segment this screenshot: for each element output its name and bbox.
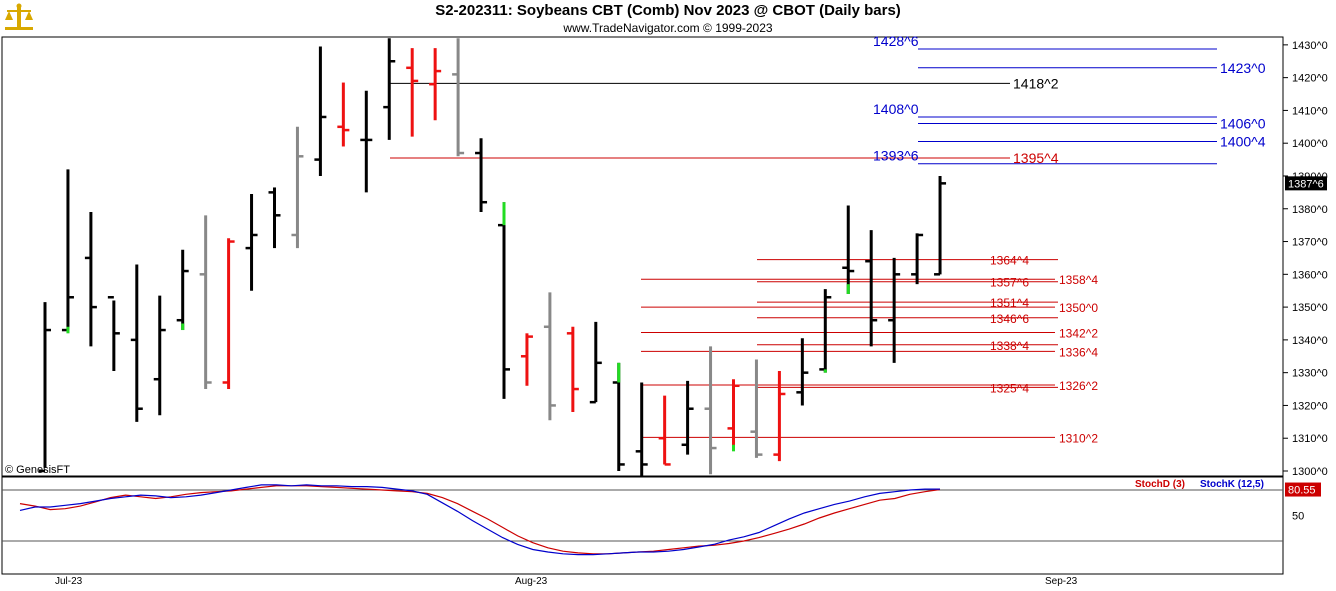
last-price-box: [1285, 176, 1327, 191]
level-label: 1423^0: [1220, 60, 1266, 76]
date-axis-label: Jul-23: [55, 576, 83, 587]
level-label: 1351^4: [990, 296, 1029, 310]
level-label: 1336^4: [1059, 345, 1098, 359]
level-label: 1326^2: [1059, 379, 1098, 393]
stoch-series-line: [19, 485, 941, 555]
stoch-legend-d: StochD (3): [1135, 479, 1185, 490]
price-tick-label: 1400^0: [1292, 138, 1328, 150]
stoch-last-box: [1285, 482, 1321, 497]
price-tick-label: 1320^0: [1292, 400, 1328, 412]
level-label: 1358^4: [1059, 273, 1098, 287]
level-label: 1346^6: [990, 312, 1029, 326]
price-tick-label: 1310^0: [1292, 433, 1328, 445]
chart-title: S2-202311: Soybeans CBT (Comb) Nov 2023 …: [435, 2, 901, 19]
level-label: 1393^6: [873, 148, 919, 164]
watermark-text: © GenesisFT: [5, 464, 70, 476]
date-axis-label: Sep-23: [1045, 576, 1078, 587]
price-tick-label: 1340^0: [1292, 335, 1328, 347]
price-tick-label: 1420^0: [1292, 73, 1328, 85]
stoch-last-label: 80.55: [1288, 485, 1316, 497]
price-tick-label: 1350^0: [1292, 302, 1328, 314]
level-label: 1406^0: [1220, 116, 1266, 132]
level-label: 1325^4: [990, 381, 1029, 395]
stoch-tick-label: 50: [1292, 511, 1304, 523]
price-tick-label: 1410^0: [1292, 105, 1328, 117]
price-tick-label: 1370^0: [1292, 237, 1328, 249]
level-label: 1400^4: [1220, 134, 1266, 150]
level-label: 1428^6: [873, 33, 919, 49]
level-label: 1408^0: [873, 101, 919, 117]
last-price-label: 1387^6: [1288, 178, 1324, 190]
stochastic-panel-frame: [1, 476, 1284, 575]
level-label: 1338^4: [990, 339, 1029, 353]
level-label: 1357^6: [990, 276, 1029, 290]
level-label: 1350^0: [1059, 301, 1098, 315]
price-tick-label: 1430^0: [1292, 40, 1328, 52]
price-tick-label: 1330^0: [1292, 368, 1328, 380]
level-label: 1342^2: [1059, 327, 1098, 341]
price-tick-label: 1380^0: [1292, 204, 1328, 216]
stoch-series-line: [19, 484, 940, 556]
level-label: 1364^4: [990, 254, 1029, 268]
level-label: 1310^2: [1059, 431, 1098, 445]
level-label: 1395^4: [1013, 150, 1059, 166]
price-tick-label: 1300^0: [1292, 466, 1328, 478]
level-label: 1418^2: [1013, 75, 1059, 91]
stoch-legend-k: StochK (12,5): [1200, 479, 1264, 490]
date-axis-label: Aug-23: [515, 576, 548, 587]
price-tick-label: 1360^0: [1292, 269, 1328, 281]
trade-navigator-logo-icon: [5, 3, 33, 30]
chart-subtitle: www.TradeNavigator.com © 1999-2023: [563, 21, 773, 35]
